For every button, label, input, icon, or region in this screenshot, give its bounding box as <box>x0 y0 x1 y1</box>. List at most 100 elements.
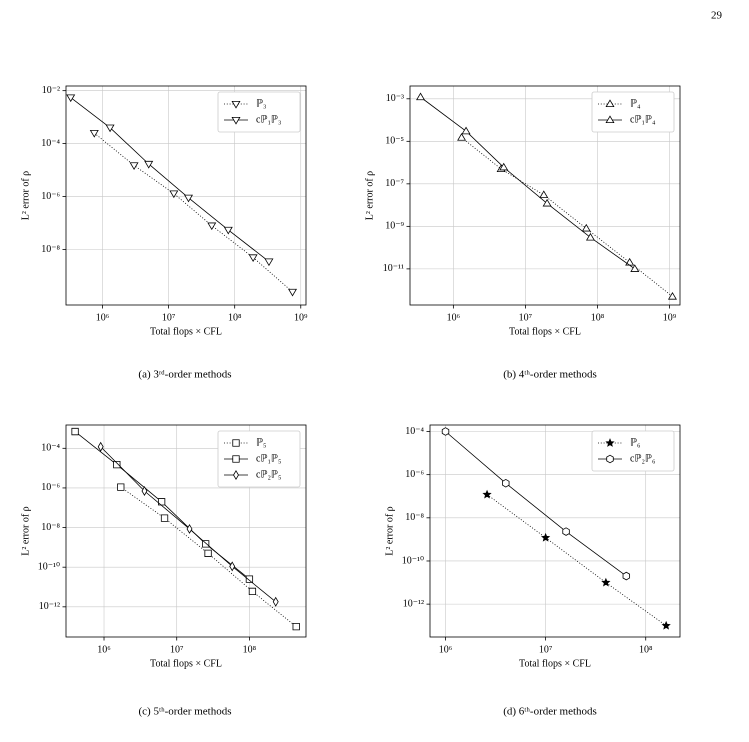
axes-frame <box>65 424 307 638</box>
legend-marker <box>231 100 241 109</box>
y-axis-label: L² error of ρ <box>20 171 31 220</box>
point <box>625 257 635 266</box>
point <box>97 441 104 452</box>
point <box>229 561 236 572</box>
point <box>539 190 549 199</box>
point <box>141 486 148 496</box>
y-tick-label: 10⁻⁴ <box>41 443 60 454</box>
y-tick-label: 10⁻¹⁰ <box>402 555 424 566</box>
caption: (c) 5ᵗʰ-order methods <box>139 706 232 718</box>
y-tick-label: 10⁻⁴ <box>41 138 60 149</box>
point <box>169 190 179 199</box>
point <box>71 427 79 436</box>
caption: (b) 4ᵗʰ-order methods <box>503 369 597 381</box>
point <box>416 92 426 101</box>
legend-label: ℙ₆ <box>630 437 641 448</box>
point <box>482 489 492 499</box>
point <box>499 162 509 171</box>
y-tick-label: 10⁻³ <box>386 93 404 104</box>
legend: ℙ₆ cℙ₂ℙ₆ <box>591 430 675 472</box>
point <box>541 532 551 542</box>
point <box>160 514 169 522</box>
point <box>292 623 300 631</box>
point <box>630 264 640 272</box>
point <box>542 198 552 207</box>
y-tick-label: 10⁻⁸ <box>405 512 424 523</box>
legend-marker <box>233 470 239 480</box>
point <box>117 483 125 491</box>
point <box>245 575 254 583</box>
y-tick-label: 10⁻⁶ <box>41 482 60 493</box>
point <box>457 132 467 141</box>
y-tick-label: 10⁻⁸ <box>41 522 60 533</box>
point <box>441 427 450 436</box>
legend-marker <box>232 455 240 463</box>
y-axis-label: L² error of ρ <box>20 506 31 555</box>
axes-frame <box>65 85 307 306</box>
point <box>661 620 671 630</box>
point <box>184 194 193 203</box>
legend-marker <box>606 454 614 464</box>
x-tick-label: 10⁸ <box>591 312 605 323</box>
y-tick-label: 10⁻¹⁰ <box>38 561 60 572</box>
y-tick-label: 10⁻⁷ <box>385 178 404 189</box>
chart: 10⁶ 10⁷ 10⁸ 10⁹ 10⁻⁸ 10⁻⁶ 10⁻⁴ 10⁻² Total flops … <box>20 85 308 381</box>
point <box>207 222 217 231</box>
x-tick-label: 10⁸ <box>639 644 653 655</box>
series-line <box>70 97 270 262</box>
legend-label: ℙ₃ <box>256 98 267 109</box>
series-line <box>461 137 673 297</box>
y-tick-label: 10⁻⁶ <box>41 191 60 202</box>
point <box>562 527 570 536</box>
x-tick-label: 10⁶ <box>439 644 453 655</box>
point <box>202 540 210 548</box>
page-number: 29 <box>711 10 723 22</box>
point <box>248 587 257 596</box>
axes-frame <box>429 424 681 638</box>
legend-label: ℙ₅ <box>256 437 267 448</box>
point <box>113 460 121 469</box>
y-tick-label: 10⁻⁵ <box>385 136 404 147</box>
point <box>601 577 611 587</box>
point <box>264 258 274 267</box>
caption: (d) 6ᵗʰ-order methods <box>503 706 597 718</box>
x-tick-label: 10⁶ <box>96 312 110 323</box>
legend-marker <box>605 115 615 124</box>
legend-label: cℙ₂ℙ₅ <box>256 469 281 480</box>
legend: ℙ₅ cℙ₁ℙ₅ cℙ₂ℙ₅ <box>217 430 301 488</box>
point <box>272 596 279 607</box>
series-line <box>94 132 293 293</box>
point <box>89 130 99 138</box>
point <box>66 94 76 103</box>
x-tick-label: 10⁷ <box>519 312 533 323</box>
x-tick-label: 10⁸ <box>243 644 257 655</box>
point <box>204 549 212 557</box>
point <box>144 160 154 169</box>
legend-label: cℙ₁ℙ₃ <box>256 114 281 125</box>
x-axis-label: Total flops × CFL <box>509 326 581 337</box>
x-axis-label: Total flops × CFL <box>150 658 222 669</box>
legend: ℙ₃ cℙ₁ℙ₃ <box>217 91 301 133</box>
point <box>105 124 115 133</box>
x-tick-label: 10⁷ <box>170 644 184 655</box>
legend: ℙ₄ cℙ₁ℙ₄ <box>591 91 675 133</box>
point <box>581 223 591 232</box>
legend-marker <box>231 116 241 125</box>
point <box>186 523 193 534</box>
x-axis-label: Total flops × CFL <box>150 326 222 337</box>
legend-marker <box>605 438 615 447</box>
caption: (a) 3ʳᵈ-order methods <box>138 369 231 381</box>
y-tick-label: 10⁻⁴ <box>405 426 424 437</box>
y-tick-label: 10⁻⁶ <box>405 469 424 480</box>
point <box>248 254 258 263</box>
legend-label: cℙ₁ℙ₄ <box>630 114 656 125</box>
point <box>622 571 631 581</box>
y-axis-label: L² error of ρ <box>364 171 375 220</box>
series-line <box>420 96 636 270</box>
axes-frame <box>409 85 681 306</box>
x-tick-label: 10⁷ <box>539 644 553 655</box>
y-tick-label: 10⁻¹² <box>39 601 60 612</box>
x-tick-label: 10⁹ <box>663 312 677 323</box>
